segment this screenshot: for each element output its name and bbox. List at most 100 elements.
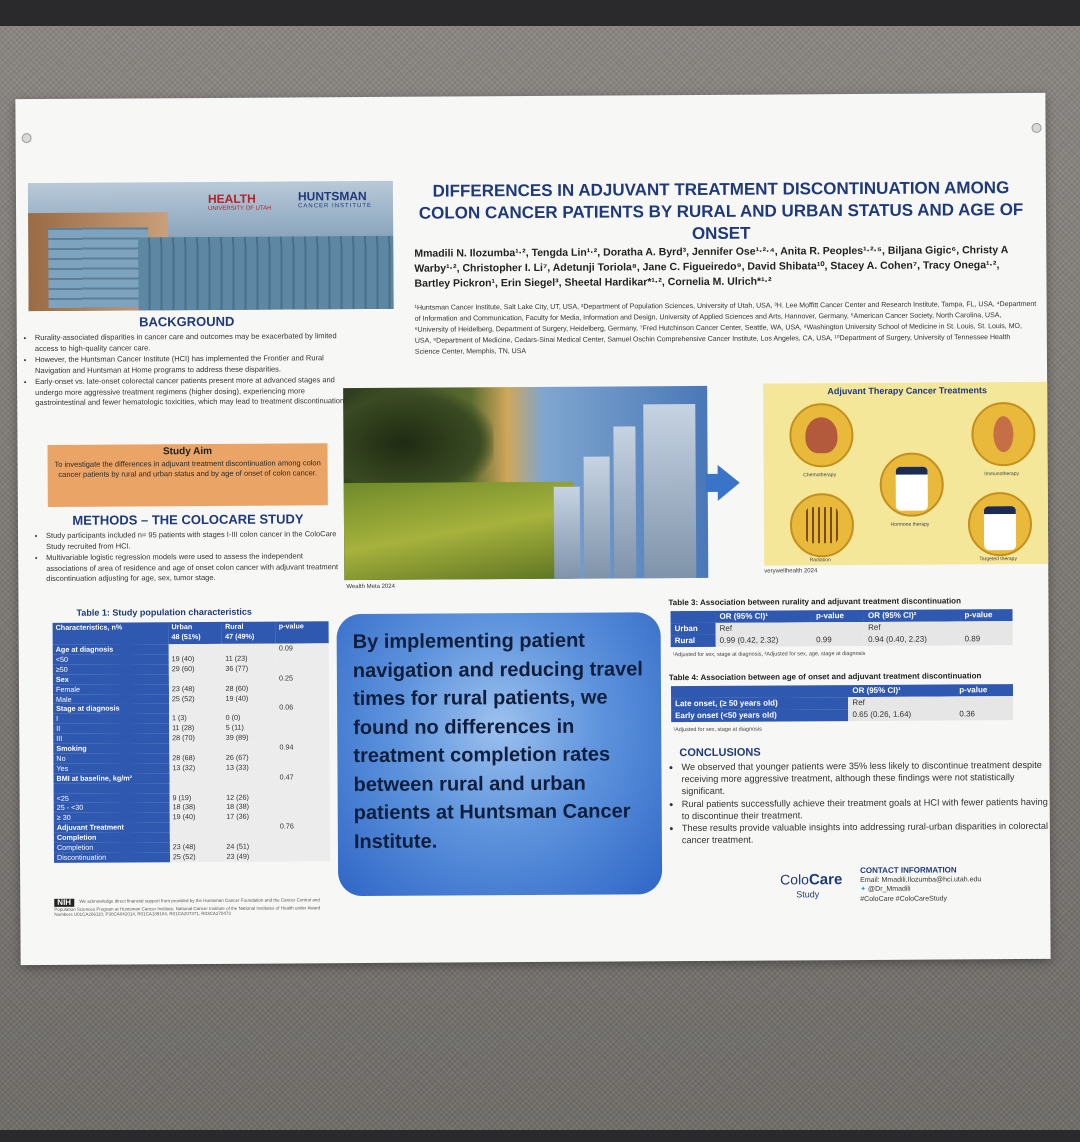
rural-value: 26 (67): [222, 752, 277, 763]
rural-urban-photo: [343, 385, 709, 581]
rural-value: 19 (40): [222, 693, 277, 704]
colocare-care: Care: [808, 871, 843, 889]
p-value: [276, 811, 330, 822]
contact-hashtags: #ColoCare #ColoCareStudy: [860, 894, 948, 903]
urban-value: 25 (52): [168, 693, 223, 704]
iv-bag-icon: [789, 403, 854, 468]
conclusions-heading: CONCLUSIONS: [679, 746, 761, 760]
conclusions-bullets: We observed that younger patients were 3…: [667, 759, 1050, 847]
table-cell: [811, 621, 865, 635]
table-cell: 0.94 (0.40, 2.23): [864, 633, 961, 646]
skyscraper: [613, 426, 637, 579]
colocare-logo: ColoCare Study: [780, 871, 843, 901]
top-frame: [0, 0, 1080, 26]
table-header-cell: Rural 47 (49%): [222, 621, 276, 644]
huntsman-logo: HUNTSMAN CANCER INSTITUTE: [298, 189, 372, 209]
urban-value: [168, 703, 223, 714]
p-value: 0.94: [276, 742, 330, 753]
p-value: [277, 851, 331, 862]
table-header-row: Characteristics, n% Urban 48 (51%) Rural 4…: [52, 621, 329, 645]
rural-value: [223, 821, 277, 833]
p-value: [275, 663, 329, 674]
photo-credit-city: Wealth Meta 2024: [346, 583, 395, 591]
table4-caption: Table 4: Association between age of onse…: [668, 671, 982, 683]
table-header-cell: Urban 48 (51%): [168, 621, 223, 645]
urban-value: 23 (48): [169, 842, 224, 853]
pushpin-icon: [21, 133, 32, 144]
urban-value: [169, 832, 224, 843]
rurality-association-table: OR (95% CI)¹ p-value OR (95% CI)² p-value Ur…: [670, 609, 1013, 648]
background-bullets: Rurality-associated disparities in cance…: [25, 331, 347, 409]
therapy-heading: Adjuvant Therapy Cancer Treatments: [827, 385, 987, 397]
pushpin-icon: [1031, 122, 1042, 133]
table-cell: 0.36: [955, 708, 1014, 721]
rural-value: 28 (60): [222, 683, 277, 694]
table4-footnote: ¹Adjusted for sex, stage at diagnosis: [673, 726, 762, 734]
rural-value: [223, 782, 277, 793]
rural-value: 39 (89): [222, 732, 277, 743]
bullet-item: These results provide valuable insights …: [682, 820, 1051, 847]
colocare-colo: Colo: [780, 871, 809, 888]
urban-value: 29 (60): [168, 663, 223, 674]
p-value: 0.25: [275, 672, 329, 684]
affiliation-list: ¹Huntsman Cancer Institute, Salt Lake Ci…: [414, 300, 1037, 356]
contact-email: Email: Mmadili.Ilozumba@hci.utah.edu: [860, 875, 982, 884]
funding-acknowledgment: NIH We acknowledge direct financial supp…: [54, 897, 324, 917]
poster-title: DIFFERENCES IN ADJUVANT TREATMENT DISCON…: [418, 178, 1024, 244]
urban-value: 11 (28): [169, 723, 223, 734]
table-header-cell: [670, 610, 716, 624]
health-logo-text: HEALTH: [207, 191, 256, 206]
nih-logo: NIH: [54, 898, 75, 907]
hormone-therapy-label: Hormone therapy: [890, 521, 930, 528]
urban-value: 23 (48): [168, 683, 223, 694]
urban-value: 28 (68): [169, 752, 223, 764]
p-value: [276, 722, 330, 733]
p-value: [276, 682, 329, 694]
table-header-cell: [670, 685, 849, 699]
age-onset-association-table: OR (95% CI)¹ p-value Late onset, (≥ 50 yea…: [670, 684, 1014, 723]
table-cell: 0.99: [812, 633, 865, 647]
table-header-cell: p-value: [955, 684, 1014, 697]
rural-value: [222, 772, 277, 783]
u-health-logo: HEALTH UNIVERSITY OF UTAH: [208, 192, 272, 212]
urban-value: 1 (3): [168, 713, 223, 724]
rural-value: [222, 742, 277, 753]
huntsman-logo-text: HUNTSMAN: [297, 189, 367, 204]
row-label: Urban: [670, 622, 716, 636]
p-value: [277, 841, 330, 852]
urban-value: [168, 673, 223, 684]
urban-value: 19 (40): [168, 653, 223, 665]
table-row: Discontinuation 25 (52) 23 (49): [53, 851, 331, 863]
targeted-therapy-label: Targeted therapy: [979, 556, 1017, 563]
pill-bottle-icon: [879, 452, 944, 517]
rural-value: [222, 703, 277, 714]
rural-value: [222, 643, 276, 654]
table-header-cell: p-value: [275, 621, 329, 644]
rural-value: 13 (33): [222, 762, 277, 773]
study-aim-heading: Study Aim: [162, 445, 213, 458]
table-cell: Ref: [715, 622, 813, 635]
syringe-icon: [971, 401, 1036, 467]
urban-value: 25 (52): [169, 851, 224, 863]
table-header-cell: p-value: [811, 609, 865, 623]
bullet-item: Rural patients successfully achieve thei…: [682, 795, 1051, 822]
table3-caption: Table 3: Association between rurality an…: [668, 596, 961, 608]
table-header-cell: Characteristics, n%: [52, 622, 169, 645]
table3-footnote: ¹Adjusted for sex, stage at diagnosis, ²…: [672, 650, 866, 659]
table-cell: Ref: [864, 621, 961, 634]
p-value: 0.47: [276, 772, 330, 783]
p-value: 0.09: [275, 643, 329, 654]
p-value: [276, 781, 330, 793]
rural-value: 11 (23): [222, 653, 276, 664]
methods-bullets: Study participants included n= 95 patien…: [36, 529, 346, 585]
building-glass-wing: [138, 235, 394, 311]
skyscraper: [553, 486, 581, 579]
urban-value: [169, 742, 223, 754]
table-cell: [960, 621, 1013, 634]
skyscraper: [583, 456, 611, 579]
p-value: [276, 801, 330, 812]
urban-value: 28 (70): [169, 733, 223, 744]
urban-value: [169, 782, 224, 793]
twitter-bird-icon: ✦: [860, 885, 867, 894]
p-value: [276, 831, 330, 842]
